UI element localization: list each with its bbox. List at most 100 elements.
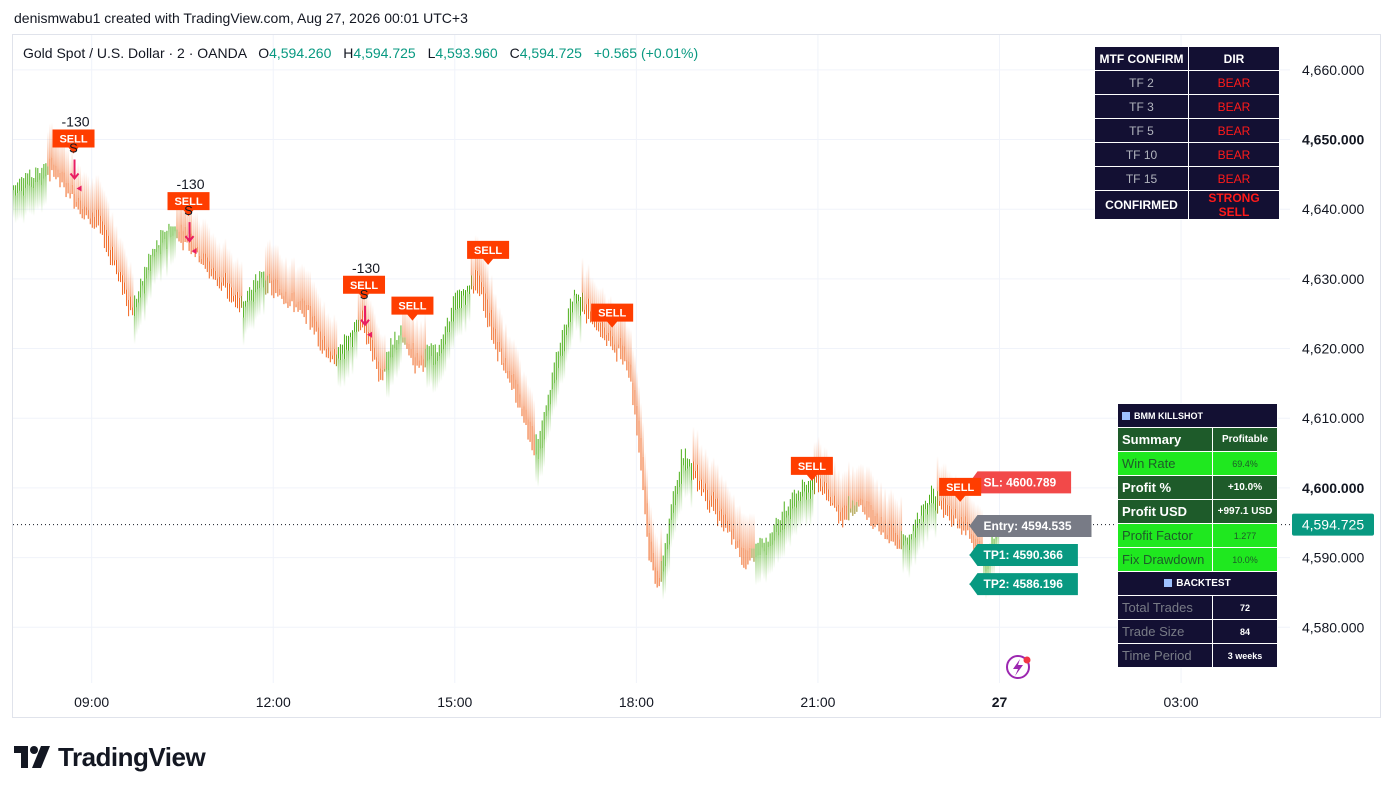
candle-shadow (176, 194, 178, 230)
candle-shadow (236, 256, 239, 292)
candle-shadow (779, 532, 782, 560)
candle-shadow (404, 302, 406, 338)
close-label: C (509, 45, 520, 61)
sell-signal-label: SELL (474, 245, 502, 257)
candle-shadow (763, 551, 765, 580)
candle-shadow (640, 402, 642, 438)
candle-shadow (860, 463, 862, 499)
y-tick-label: 4,640.000 (1302, 201, 1364, 217)
candle-shadow (962, 486, 965, 522)
candle-shadow (872, 475, 874, 510)
candle-shadow (924, 509, 927, 538)
candle-shadow (482, 251, 485, 287)
candle-shadow (862, 464, 864, 500)
level-label-box (969, 544, 1078, 567)
candle-shadow (765, 555, 767, 583)
candle-shadow (103, 189, 106, 225)
candle-shadow (805, 499, 808, 528)
candle-shadow (275, 244, 277, 280)
candle-shadow (343, 358, 346, 387)
candle-shadow (710, 460, 713, 496)
tradingview-logo[interactable]: TradingView (14, 742, 206, 772)
candle-shadow (656, 535, 658, 571)
candle-shadow (305, 270, 307, 305)
candle-shadow (337, 358, 340, 387)
candle-shadow (402, 302, 404, 338)
candle-shadow (761, 547, 763, 576)
high-label: H (343, 45, 354, 61)
trade-size-label: Trade Size (1117, 619, 1213, 644)
candle-shadow (613, 309, 616, 345)
calendar-icon (1164, 579, 1173, 587)
candle-shadow (186, 199, 188, 235)
candle-shadow (684, 470, 687, 499)
candle-shadow (531, 390, 533, 426)
down-arrow-icon (184, 222, 195, 243)
candle-shadow (317, 292, 320, 328)
candle-shadow (496, 306, 499, 342)
candle-shadow (704, 448, 707, 484)
candle-shadow (789, 519, 792, 547)
candle-shadow (32, 188, 35, 216)
sell-signal-badge (939, 477, 982, 502)
candle-shadow (297, 266, 299, 302)
candle-shadow (708, 465, 711, 501)
candle-shadow (438, 356, 441, 385)
y-axis: 4,580.000 4,590.000 4,600.000 4,610.000 4,62… (1292, 62, 1374, 635)
mtf-dir-value: BEAR (1188, 70, 1280, 95)
candle-shadow (446, 332, 449, 361)
candle-shadow (688, 466, 691, 495)
candle-shadow (34, 182, 37, 210)
candle-shadow (660, 526, 662, 561)
candle-shadow (593, 281, 596, 317)
x-tick-label: 21:00 (800, 694, 835, 710)
candle-shadow (759, 555, 761, 583)
candle-shadow (65, 147, 67, 183)
candle-shadow (841, 472, 844, 508)
level-label-box (969, 514, 1092, 537)
candle-shadow (876, 478, 878, 514)
candle-shadow (490, 274, 493, 310)
candles (12, 122, 999, 600)
chart-icon (1122, 411, 1130, 420)
candle-shadow (345, 349, 348, 378)
candle-shadow (676, 494, 679, 523)
fix-drawdown-label: Fix Drawdown (1117, 547, 1213, 572)
candle-shadow (420, 320, 422, 356)
candle-shadow (61, 136, 63, 172)
candle-shadow (386, 369, 388, 398)
candle-shadow (577, 301, 580, 330)
candle-shadow (783, 529, 786, 558)
win-rate-label: Win Rate (1117, 451, 1213, 476)
candle-shadow (801, 496, 804, 525)
candle-shadow (422, 324, 424, 360)
candle-shadow (749, 512, 751, 548)
candle-shadow (920, 515, 923, 544)
candle-shadow (543, 439, 545, 468)
candle-shadow (890, 488, 892, 524)
candle-shadow (480, 247, 483, 283)
candle-shadow (258, 287, 261, 316)
candle-shadow (192, 213, 194, 249)
candle-shadow (313, 281, 315, 316)
candle-shadow (117, 237, 120, 273)
candle-shadow (432, 365, 435, 394)
candle-shadow (563, 351, 566, 380)
candle-shadow (384, 333, 386, 369)
candle-shadow (908, 550, 911, 579)
candle-shadow (486, 264, 489, 300)
candle-shadow (549, 404, 552, 433)
candle-shadow (388, 370, 390, 399)
candle-shadow (503, 328, 505, 363)
candle-shadow (585, 269, 588, 305)
candle-shadow (880, 481, 882, 517)
total-trades-value: 72 (1212, 595, 1278, 620)
candle-shadow (41, 184, 43, 213)
candle-shadow (371, 304, 374, 340)
mtf-strong-sell-value: STRONG SELL (1188, 190, 1280, 220)
candle-shadow (870, 469, 872, 505)
candle-shadow (91, 177, 94, 213)
candle-shadow (406, 307, 408, 343)
candle-shadow (347, 350, 350, 379)
